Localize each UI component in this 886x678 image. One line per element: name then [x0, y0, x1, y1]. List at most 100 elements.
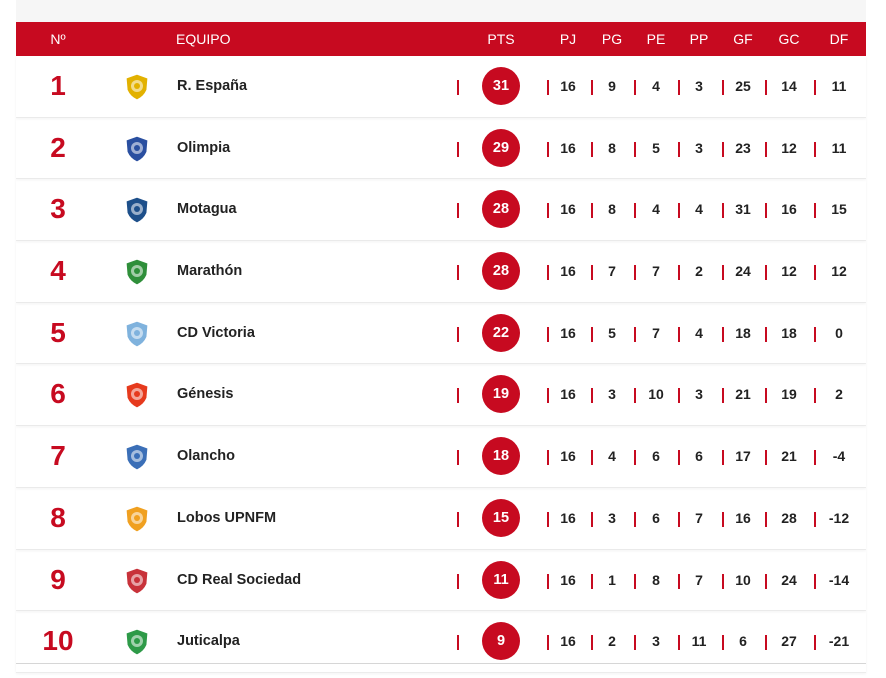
table-row[interactable]: 4 Marathón 28 16 7 7 2 24 12 12: [16, 241, 866, 303]
column-separator: [814, 326, 816, 342]
points-badge: 22: [482, 313, 520, 352]
stat-pp: 4: [695, 201, 703, 218]
header-goals-against: GC: [778, 31, 800, 47]
table-row[interactable]: 8 Lobos UPNFM 15 16 3 6 7 16 28 -12: [16, 488, 866, 550]
column-separator: [765, 265, 767, 281]
position-number: 2: [50, 131, 66, 163]
column-separator: [634, 511, 636, 527]
column-separator: [765, 573, 767, 589]
olancho-crest-icon: [125, 443, 149, 471]
column-separator: [765, 635, 767, 651]
column-separator: [591, 635, 593, 651]
stat-df: 15: [831, 201, 847, 218]
stat-pg: 7: [608, 263, 616, 280]
stat-gc: 12: [781, 139, 797, 156]
stat-gc: 16: [781, 201, 797, 218]
table-row[interactable]: 2 Olimpia 29 16 8 5 3 23 12 11: [16, 118, 866, 180]
table-row[interactable]: 3 Motagua 28 16 8 4 4 31 16 15: [16, 179, 866, 242]
stat-pp: 6: [695, 448, 703, 465]
stat-pj: 16: [560, 509, 576, 526]
points-badge: 29: [482, 128, 520, 167]
table-row[interactable]: 7 Olancho 18 16 4 6 6 17 21 -4: [16, 426, 866, 488]
team-name[interactable]: CD Real Sociedad: [177, 571, 302, 588]
column-separator: [591, 511, 593, 527]
stat-gc: 14: [781, 78, 797, 94]
column-separator: [678, 141, 680, 157]
table-bottom-border: [16, 663, 866, 664]
stat-pj: 16: [560, 201, 576, 218]
position-number: 3: [50, 193, 66, 225]
stat-gf: 25: [735, 78, 751, 94]
stat-pg: 1: [608, 571, 616, 588]
table-row[interactable]: 10 Juticalpa 9 16 2 3 11 6 27 -21: [16, 611, 866, 673]
stat-gc: 24: [781, 571, 797, 588]
column-separator: [814, 635, 816, 651]
lobos-crest-icon: [125, 505, 149, 533]
column-separator: [678, 203, 680, 219]
table-row[interactable]: 5 CD Victoria 22 16 5 7 4 18 18 0: [16, 303, 866, 365]
genesis-crest-icon: [125, 381, 149, 410]
stat-gf: 18: [735, 324, 751, 341]
motagua-crest-icon: [125, 196, 149, 225]
position-number: 6: [50, 378, 66, 410]
column-separator: [634, 635, 636, 651]
table-row[interactable]: 6 Génesis 19 16 3 10 3 21 19 2: [16, 364, 866, 427]
team-name[interactable]: R. España: [177, 78, 248, 94]
column-separator: [722, 573, 724, 589]
points-badge: 19: [482, 375, 520, 414]
column-separator: [765, 141, 767, 157]
points-badge: 28: [482, 252, 520, 291]
team-name[interactable]: Génesis: [177, 386, 234, 403]
team-name[interactable]: Olancho: [177, 448, 236, 465]
column-separator: [722, 388, 724, 404]
header-points: PTS: [487, 31, 515, 47]
team-name[interactable]: CD Victoria: [177, 324, 255, 341]
marathon-crest-icon: [125, 258, 149, 286]
stat-pj: 16: [560, 633, 576, 650]
olimpia-crest-icon: [125, 135, 149, 163]
points-badge: 9: [482, 622, 520, 661]
column-separator: [765, 326, 767, 342]
column-separator: [814, 80, 816, 95]
stat-pe: 6: [652, 448, 660, 465]
stat-df: 12: [831, 263, 847, 280]
column-separator: [547, 141, 549, 157]
team-name[interactable]: Marathón: [177, 263, 243, 280]
team-name[interactable]: Juticalpa: [177, 633, 240, 650]
stat-pj: 16: [560, 448, 576, 465]
column-separator: [547, 573, 549, 589]
column-separator: [634, 80, 636, 95]
stat-df: -12: [828, 509, 850, 526]
team-name[interactable]: Olimpia: [177, 139, 231, 156]
table-header: Nº EQUIPO PTS PJ PG PE PP GF GC DF: [16, 22, 866, 56]
column-separator: [547, 388, 549, 404]
stat-pe: 4: [652, 201, 660, 218]
column-separator: [678, 80, 680, 95]
table-row[interactable]: 9 CD Real Sociedad 11 16 1 8 7 10 24 -14: [16, 550, 866, 612]
header-won: PG: [601, 31, 623, 47]
column-separator: [678, 388, 680, 404]
column-separator: [547, 326, 549, 342]
stat-gc: 27: [781, 633, 797, 650]
table-row[interactable]: 1 R. España 31 16 9 4 3 25 14 11: [16, 56, 866, 118]
column-separator: [634, 141, 636, 157]
stat-pp: 2: [695, 263, 703, 280]
header-played: PJ: [559, 31, 577, 47]
points-badge: 31: [482, 67, 520, 105]
stat-pj: 16: [560, 263, 576, 280]
stat-pp: 4: [695, 324, 703, 341]
stat-pg: 8: [608, 139, 616, 156]
column-separator: [722, 80, 724, 95]
column-separator: [678, 326, 680, 342]
column-separator: [814, 450, 816, 466]
stat-pg: 5: [608, 324, 616, 341]
column-separator: [591, 265, 593, 281]
stat-pe: 6: [652, 509, 660, 526]
column-separator: [591, 203, 593, 219]
column-separator: [814, 388, 816, 404]
stat-pj: 16: [560, 78, 576, 94]
column-separator: [634, 388, 636, 404]
header-goal-difference: DF: [829, 31, 849, 47]
team-name[interactable]: Motagua: [177, 201, 237, 218]
team-name[interactable]: Lobos UPNFM: [177, 509, 277, 526]
